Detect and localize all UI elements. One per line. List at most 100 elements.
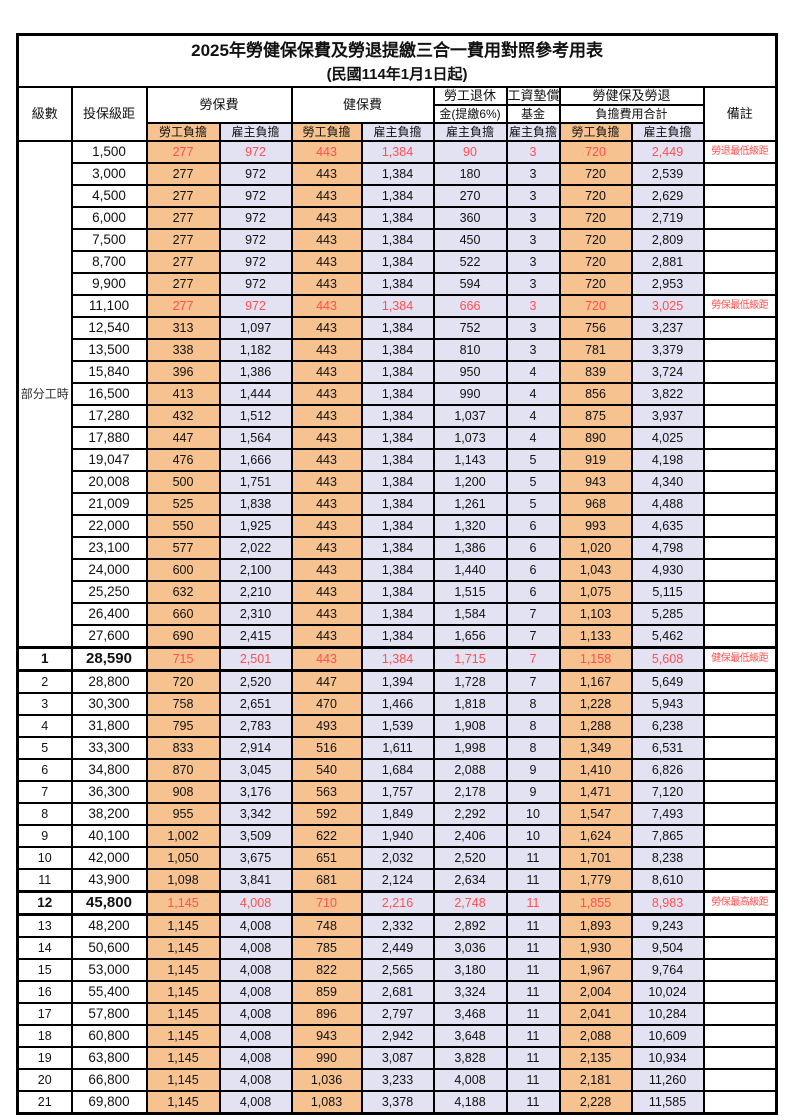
value-cell: 908 — [145, 780, 221, 804]
value-cell: 2,332 — [360, 913, 435, 938]
value-cell: 4,008 — [218, 958, 293, 982]
value-cell: 10,284 — [630, 1002, 705, 1026]
value-cell: 3,324 — [432, 980, 508, 1004]
value-cell: 443 — [290, 206, 363, 230]
remark-cell — [702, 228, 778, 252]
value-cell: 1,386 — [218, 360, 293, 384]
bracket-cell: 63,800 — [70, 1046, 148, 1070]
value-cell: 1,145 — [145, 1046, 221, 1070]
value-cell: 2,629 — [630, 184, 705, 208]
value-cell: 4,008 — [218, 936, 293, 960]
value-cell: 720 — [145, 669, 221, 694]
value-cell: 11 — [505, 846, 561, 870]
value-cell: 950 — [432, 360, 508, 384]
value-cell: 972 — [218, 206, 293, 230]
value-cell: 2,914 — [218, 736, 293, 760]
value-cell: 1,083 — [290, 1090, 363, 1115]
value-cell: 5 — [505, 448, 561, 472]
table-row: 20,008 500 1,751 443 1,384 1,200 5 943 4,340 — [18, 470, 778, 494]
level-cell: 6 — [16, 758, 73, 782]
bracket-cell: 20,008 — [70, 470, 148, 494]
value-cell: 11 — [505, 1090, 561, 1115]
remark-cell — [702, 206, 778, 230]
value-cell: 5 — [505, 470, 561, 494]
value-cell: 720 — [558, 250, 633, 274]
header-pension-line2: 金(提繳6%) — [432, 104, 508, 124]
page-subtitle: (民國114年1月1日起) — [326, 66, 468, 83]
header-total-line1: 勞健保及勞退 — [558, 86, 705, 106]
table-row: 25,250 632 2,210 443 1,384 1,515 6 1,075 5,115 — [18, 580, 778, 604]
value-cell: 11 — [505, 1068, 561, 1092]
value-cell: 2,041 — [558, 1002, 633, 1026]
value-cell: 1,410 — [558, 758, 633, 782]
value-cell: 2,088 — [432, 758, 508, 782]
value-cell: 8 — [505, 736, 561, 760]
value-cell: 1,444 — [218, 382, 293, 406]
value-cell: 4,008 — [218, 913, 293, 938]
value-cell: 943 — [290, 1024, 363, 1048]
value-cell: 1,384 — [360, 360, 435, 384]
value-cell: 4,930 — [630, 558, 705, 582]
value-cell: 1,440 — [432, 558, 508, 582]
value-cell: 1,384 — [360, 646, 435, 672]
level-cell: 19 — [16, 1046, 73, 1070]
table-row: 24,000 600 2,100 443 1,384 1,440 6 1,043 4,930 — [18, 558, 778, 582]
remark-cell — [702, 404, 778, 428]
value-cell: 2,135 — [558, 1046, 633, 1070]
table-row: 15 53,000 1,145 4,008 822 2,565 3,180 11 1,967 9,… — [16, 958, 778, 982]
table-row: 17,880 447 1,564 443 1,384 1,073 4 890 4,025 — [18, 426, 778, 450]
subheader-pension-employer: 雇主負擔 — [432, 122, 508, 142]
value-cell: 443 — [290, 536, 363, 560]
value-cell: 3,087 — [360, 1046, 435, 1070]
value-cell: 2,651 — [218, 692, 293, 716]
value-cell: 1,386 — [432, 536, 508, 560]
subheader-total-employer: 雇主負擔 — [630, 122, 705, 142]
value-cell: 2,953 — [630, 272, 705, 296]
value-cell: 972 — [218, 294, 293, 318]
table-row: 20 66,800 1,145 4,008 1,036 3,233 4,008 11 2,181… — [16, 1068, 778, 1092]
value-cell: 839 — [558, 360, 633, 384]
value-cell: 443 — [290, 470, 363, 494]
value-cell: 3 — [505, 162, 561, 186]
bracket-cell: 33,300 — [70, 736, 148, 760]
value-cell: 1,103 — [558, 602, 633, 626]
value-cell: 1,145 — [145, 1068, 221, 1092]
table-row: 2 28,800 720 2,520 447 1,394 1,728 7 1,167 5,649 — [16, 669, 778, 694]
value-cell: 277 — [145, 206, 221, 230]
value-cell: 1,384 — [360, 492, 435, 516]
value-cell: 4,008 — [218, 1090, 293, 1115]
level-cell: 11 — [16, 868, 73, 893]
remark-cell — [702, 936, 778, 960]
value-cell: 7 — [505, 624, 561, 649]
value-cell: 1,564 — [218, 426, 293, 450]
value-cell: 450 — [432, 228, 508, 252]
remark-cell — [702, 338, 778, 362]
bracket-cell: 28,800 — [70, 669, 148, 694]
value-cell: 1,145 — [145, 913, 221, 938]
value-cell: 6,238 — [630, 714, 705, 738]
remark-cell — [702, 162, 778, 186]
level-cell: 18 — [16, 1024, 73, 1048]
value-cell: 710 — [290, 890, 363, 916]
value-cell: 943 — [558, 470, 633, 494]
value-cell: 443 — [290, 558, 363, 582]
value-cell: 2,181 — [558, 1068, 633, 1092]
bracket-cell: 4,500 — [70, 184, 148, 208]
value-cell: 968 — [558, 492, 633, 516]
value-cell: 2,228 — [558, 1090, 633, 1115]
value-cell: 1,143 — [432, 448, 508, 472]
value-cell: 1,584 — [432, 602, 508, 626]
value-cell: 2,449 — [630, 140, 705, 164]
bracket-cell: 13,500 — [70, 338, 148, 362]
table-row: 11,100 277 972 443 1,384 666 3 720 3,025 勞保最低級距 — [18, 294, 778, 318]
header-level: 級數 — [16, 86, 73, 142]
remark-cell — [702, 536, 778, 560]
value-cell: 4,008 — [218, 1024, 293, 1048]
value-cell: 6,826 — [630, 758, 705, 782]
bracket-cell: 23,100 — [70, 536, 148, 560]
table-row: 17,280 432 1,512 443 1,384 1,037 4 875 3,937 — [18, 404, 778, 428]
value-cell: 5,115 — [630, 580, 705, 604]
bracket-cell: 22,000 — [70, 514, 148, 538]
value-cell: 1,288 — [558, 714, 633, 738]
bracket-cell: 12,540 — [70, 316, 148, 340]
